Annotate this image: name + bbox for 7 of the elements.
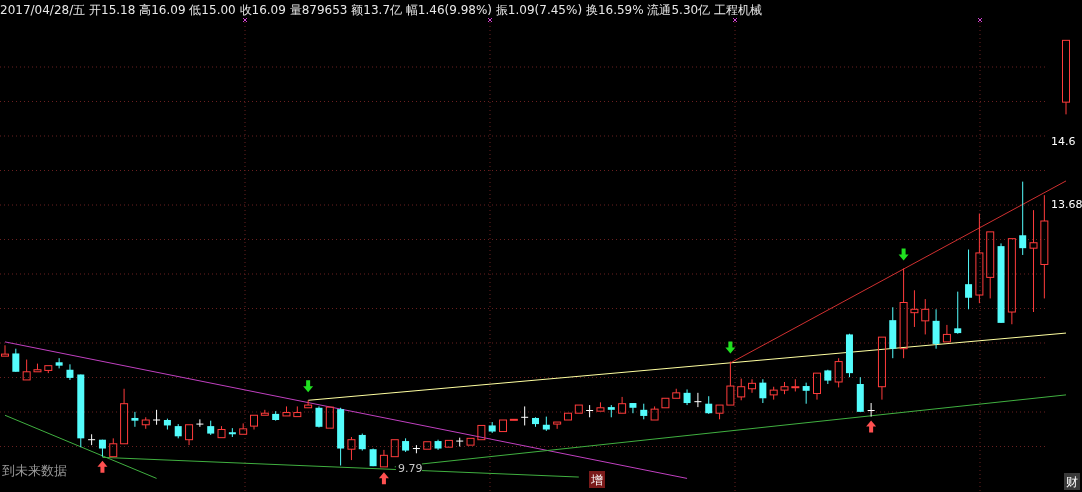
chart-title: 2017/04/28/五 开15.18 高16.09 低15.00 收16.09 量879653 额13.7亿 幅1.46(9.98%) 振1.09(7.45%) 换16.59% 流通5.30亿 工程机械: [0, 3, 762, 17]
annotation: 财: [1066, 475, 1078, 489]
annotation: 增: [590, 473, 603, 487]
annotation: 到未来数据: [2, 463, 67, 478]
y-tick-label: 13.68: [1051, 197, 1082, 211]
annotation: 9.79: [397, 462, 423, 476]
y-tick-label: 14.6: [1051, 135, 1076, 149]
